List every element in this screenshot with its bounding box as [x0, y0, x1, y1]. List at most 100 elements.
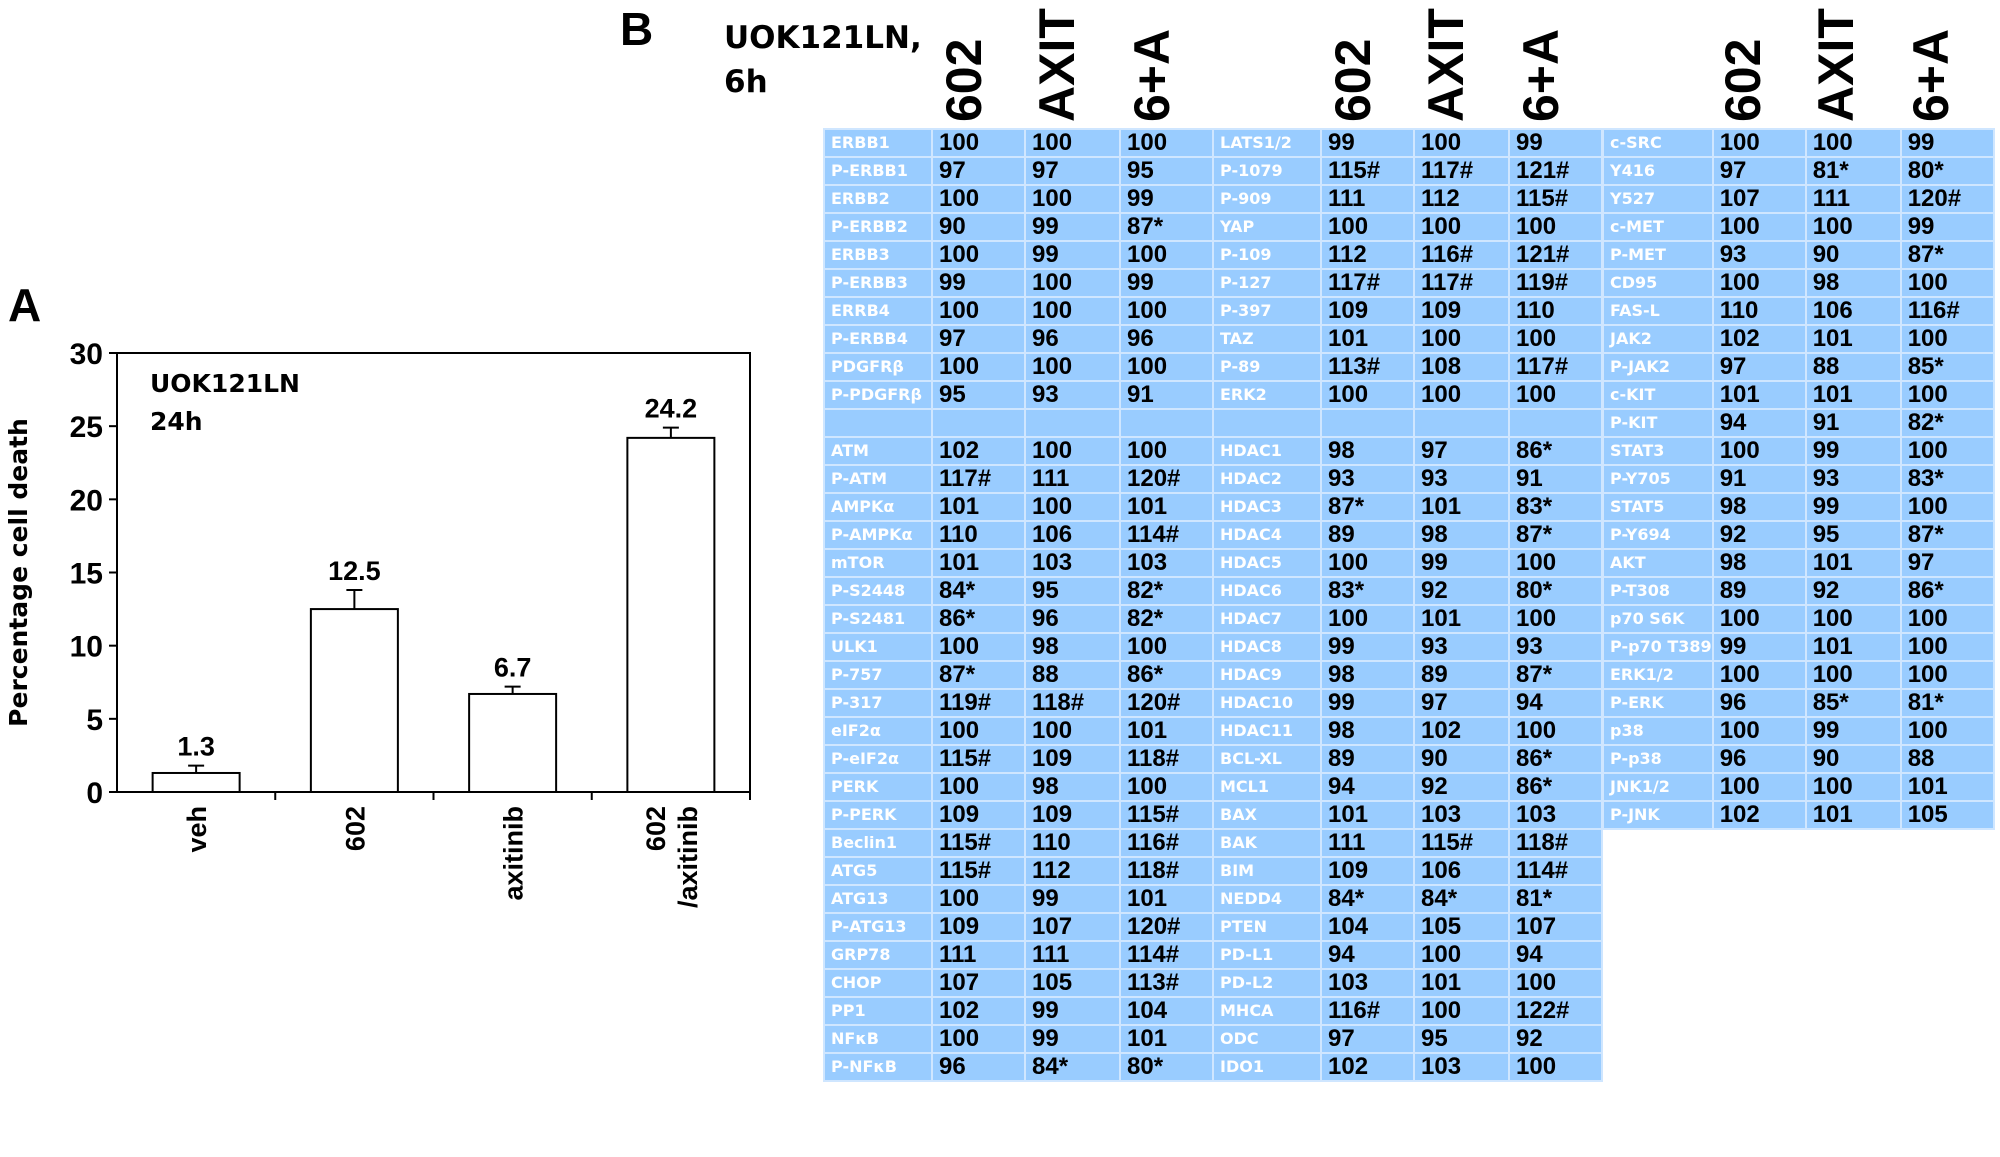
value-cell-6a: 82*	[1119, 576, 1214, 606]
value-cell-6a: 80*	[1119, 1052, 1214, 1082]
data-label: 1.3	[177, 732, 215, 762]
protein-label: PTEN	[1212, 912, 1322, 942]
value-cell-axit: 100	[1024, 716, 1121, 746]
value-cell-axit: 101	[1804, 548, 1902, 578]
value-cell-axit: 101	[1413, 492, 1510, 522]
protein-table: c-SRC 100 100 99 Y416 97 81* 80* Y527 107 111 120# c…	[1602, 128, 1995, 830]
protein-label: AMPKα	[823, 492, 933, 522]
protein-label: P-PERK	[823, 800, 933, 830]
table-row: PD-L2 103 101 100	[1212, 968, 1603, 998]
protein-label: HDAC2	[1212, 464, 1322, 494]
value-cell-602: 87*	[1320, 492, 1415, 522]
value-cell-6a: 99	[1508, 128, 1603, 158]
protein-label: P-317	[823, 688, 933, 718]
bar	[468, 692, 558, 793]
value-cell-602: 100	[931, 184, 1026, 214]
table-row: P-eIF2α 115# 109 118#	[823, 744, 1214, 774]
value-cell-axit: 92	[1804, 576, 1902, 606]
value-cell-6a: 94	[1508, 940, 1603, 970]
data-label: 12.5	[328, 556, 381, 586]
value-cell-axit: 99	[1413, 548, 1510, 578]
value-cell-6a: 113#	[1119, 968, 1214, 998]
table-row: P-ERBB3 99 100 99	[823, 268, 1214, 298]
value-cell-axit: 93	[1024, 380, 1121, 410]
value-cell-6a: 95	[1119, 156, 1214, 186]
value-cell-6a: 91	[1508, 464, 1603, 494]
value-cell-axit: 99	[1024, 996, 1121, 1026]
value-cell-602	[1320, 408, 1415, 438]
table-row: P-ERBB4 97 96 96	[823, 324, 1214, 354]
table-row: c-SRC 100 100 99	[1602, 128, 1995, 158]
value-cell-602: 115#	[931, 744, 1026, 774]
value-cell-602: 102	[931, 436, 1026, 466]
protein-label: HDAC8	[1212, 632, 1322, 662]
protein-label: PERK	[823, 772, 933, 802]
value-cell-6a: 99	[1119, 268, 1214, 298]
table-row: CD95 100 98 100	[1602, 268, 1995, 298]
protein-label: BAX	[1212, 800, 1322, 830]
value-cell-602: 109	[931, 800, 1026, 830]
value-cell-602: 101	[931, 548, 1026, 578]
value-cell-602: 109	[1320, 856, 1415, 886]
chart-annotation-cell-line: UOK121LN	[150, 369, 300, 398]
value-cell-axit: 100	[1413, 940, 1510, 970]
value-cell-6a: 119#	[1508, 268, 1603, 298]
value-cell-axit: 95	[1024, 576, 1121, 606]
table-row: P-PERK 109 109 115#	[823, 800, 1214, 830]
table-row: ERK1/2 100 100 100	[1602, 660, 1995, 690]
protein-label: Y527	[1602, 184, 1714, 214]
table-row: P-1079 115# 117# 121#	[1212, 156, 1603, 186]
value-cell-602: 100	[931, 716, 1026, 746]
protein-label: P-p70 T389	[1602, 632, 1714, 662]
column-header-602: 602	[1325, 38, 1381, 122]
value-cell-602: 111	[931, 940, 1026, 970]
value-cell-axit	[1024, 408, 1121, 438]
table-row: P-ATG13 109 107 120#	[823, 912, 1214, 942]
value-cell-602: 117#	[1320, 268, 1415, 298]
value-cell-602: 100	[1320, 380, 1415, 410]
table-row: BCL-XL 89 90 86*	[1212, 744, 1603, 774]
value-cell-axit: 90	[1804, 240, 1902, 270]
value-cell-602: 89	[1320, 744, 1415, 774]
value-cell-axit: 100	[1024, 352, 1121, 382]
value-cell-6a: 92	[1508, 1024, 1603, 1054]
value-cell-axit: 100	[1024, 492, 1121, 522]
column-header-axit: AXIT	[1808, 8, 1864, 122]
value-cell-6a: 87*	[1508, 660, 1603, 690]
value-cell-6a: 114#	[1119, 520, 1214, 550]
value-cell-axit: 100	[1024, 296, 1121, 326]
value-cell-602: 100	[1711, 268, 1807, 298]
value-cell-axit: 98	[1804, 268, 1902, 298]
value-cell-6a: 100	[1508, 716, 1603, 746]
protein-label: P-eIF2α	[823, 744, 933, 774]
value-cell-602: 96	[1711, 744, 1807, 774]
table-row: AKT 98 101 97	[1602, 548, 1995, 578]
value-cell-6a: 100	[1899, 492, 1995, 522]
value-cell-602: 92	[1711, 520, 1807, 550]
table-row: Y416 97 81* 80*	[1602, 156, 1995, 186]
value-cell-6a: 114#	[1119, 940, 1214, 970]
protein-label: ERBB3	[823, 240, 933, 270]
value-cell-602: 95	[931, 380, 1026, 410]
table-row: P-89 113# 108 117#	[1212, 352, 1603, 382]
y-tick-label: 10	[70, 631, 103, 664]
bar-chart: 0 5 10 15 20 25 30 Percentage cell death UOK121L…	[4, 338, 751, 908]
column-header-6a: 6+A	[1124, 28, 1180, 122]
value-cell-axit: 100	[1413, 128, 1510, 158]
value-cell-602: 100	[1711, 436, 1807, 466]
value-cell-602: 100	[1711, 212, 1807, 242]
protein-label: ODC	[1212, 1024, 1322, 1054]
protein-label: ERK2	[1212, 380, 1322, 410]
table-row: STAT5 98 99 100	[1602, 492, 1995, 522]
value-cell-axit: 111	[1024, 940, 1121, 970]
value-cell-axit: 117#	[1413, 268, 1510, 298]
value-cell-6a: 86*	[1508, 436, 1603, 466]
value-cell-602: 100	[1320, 604, 1415, 634]
protein-label: ERK1/2	[1602, 660, 1714, 690]
value-cell-axit: 103	[1024, 548, 1121, 578]
protein-label: CHOP	[823, 968, 933, 998]
value-cell-6a: 87*	[1899, 520, 1995, 550]
value-cell-axit: 90	[1413, 744, 1510, 774]
value-cell-6a: 100	[1119, 352, 1214, 382]
y-tick-label: 15	[70, 558, 103, 591]
